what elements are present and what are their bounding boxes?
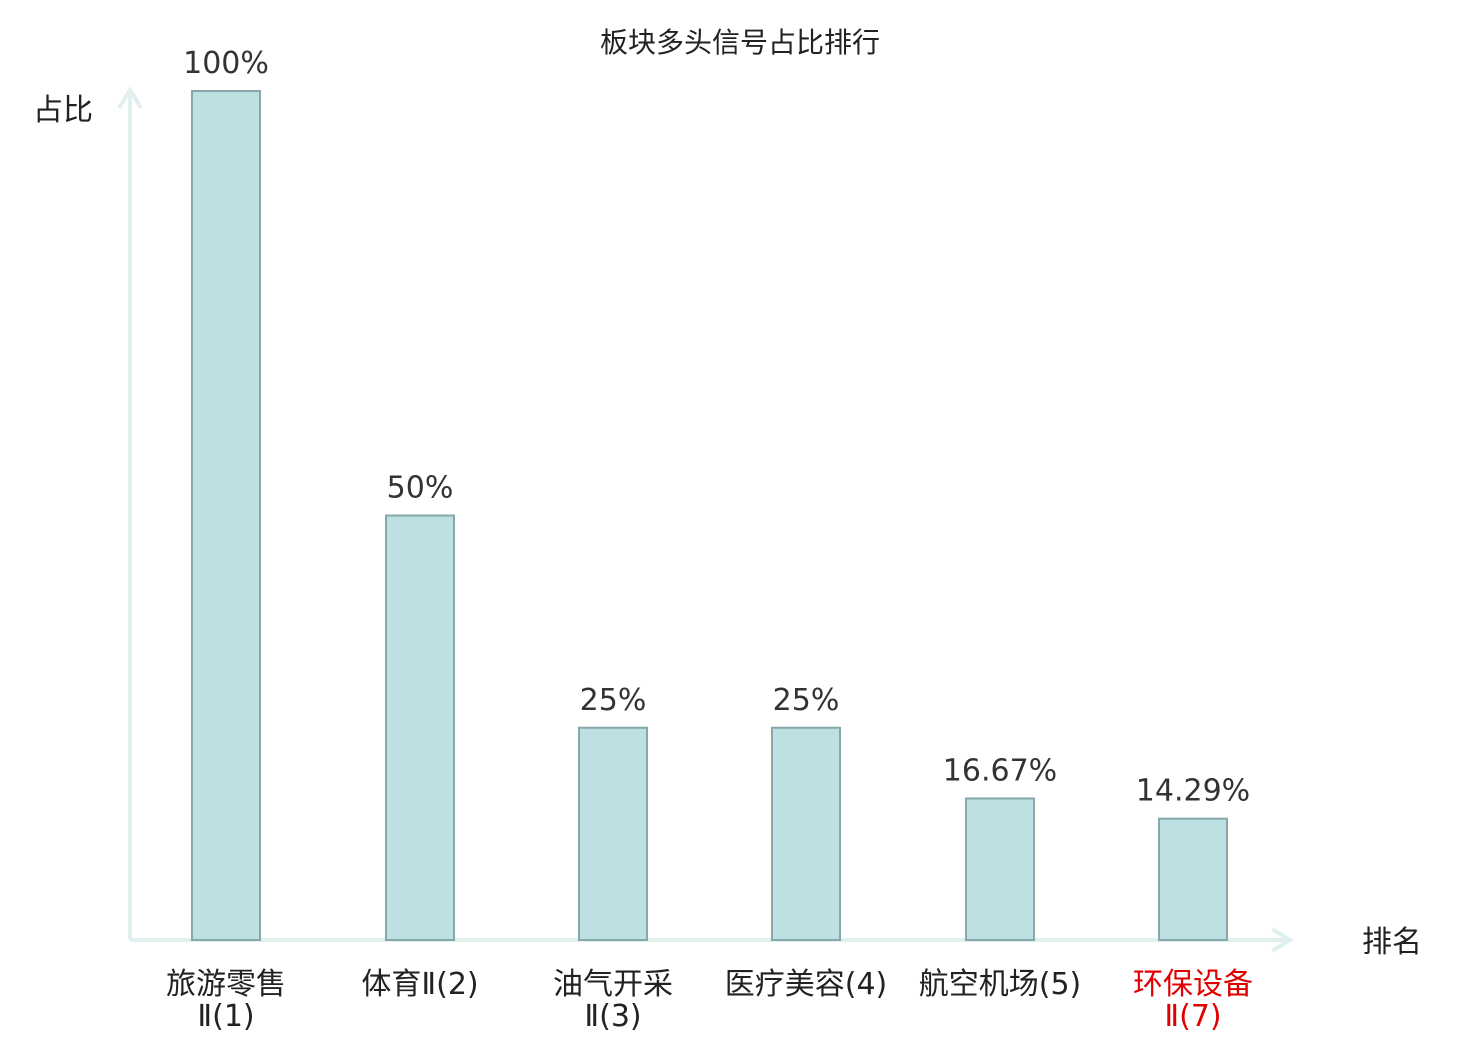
category-label-5-line-1: 航空机场(5) — [919, 967, 1082, 1002]
value-label-2: 50% — [387, 471, 454, 506]
y-axis-arrow — [117, 86, 143, 110]
value-label-6: 14.29% — [1136, 774, 1250, 809]
category-label-1-line-1: 旅游零售 — [166, 967, 286, 1002]
value-label-5: 16.67% — [943, 753, 1057, 788]
bar-6 — [1158, 817, 1228, 942]
category-label-3-line-1: 油气开采 — [553, 967, 673, 1002]
bar-4 — [771, 726, 841, 941]
bar-3 — [578, 726, 648, 941]
category-label-2-line-1: 体育Ⅱ(2) — [361, 967, 478, 1002]
bar-2 — [385, 514, 455, 941]
x-axis-arrow — [1270, 927, 1294, 953]
category-label-6-line-2: Ⅱ(7) — [1164, 999, 1221, 1034]
bar-1 — [191, 90, 261, 941]
bar-5 — [965, 797, 1035, 941]
category-label-1-line-2: Ⅱ(1) — [197, 999, 254, 1034]
y-axis-label: 占比 — [33, 93, 93, 128]
category-label-6-line-1: 环保设备 — [1133, 967, 1253, 1002]
value-labels-group: 100% 50% 25% 25% 16.67% 14.29% — [183, 46, 1250, 809]
value-label-4: 25% — [773, 683, 840, 718]
value-label-1: 100% — [183, 46, 269, 81]
category-label-3-line-2: Ⅱ(3) — [584, 999, 641, 1034]
bars-group — [191, 90, 1228, 942]
category-label-4-line-1: 医疗美容(4) — [725, 967, 888, 1002]
chart-title: 板块多头信号占比排行 — [600, 26, 880, 59]
x-axis-label: 排名 — [1362, 925, 1422, 960]
value-label-3: 25% — [580, 683, 647, 718]
